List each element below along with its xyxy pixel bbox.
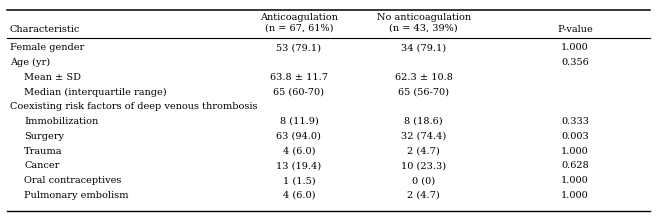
Text: 1.000: 1.000: [561, 146, 589, 156]
Text: 8 (11.9): 8 (11.9): [280, 117, 318, 126]
Text: 62.3 ± 10.8: 62.3 ± 10.8: [395, 73, 453, 82]
Text: 10 (23.3): 10 (23.3): [401, 161, 446, 170]
Text: 0.333: 0.333: [561, 117, 589, 126]
Text: 8 (18.6): 8 (18.6): [405, 117, 443, 126]
Text: 0.356: 0.356: [561, 58, 589, 67]
Text: (n = 67, 61%): (n = 67, 61%): [265, 24, 333, 33]
Text: 4 (6.0): 4 (6.0): [283, 146, 315, 156]
Text: 1.000: 1.000: [561, 191, 589, 200]
Text: 63 (94.0): 63 (94.0): [277, 132, 321, 141]
Text: Surgery: Surgery: [24, 132, 64, 141]
Text: 34 (79.1): 34 (79.1): [401, 43, 446, 52]
Text: Female gender: Female gender: [10, 43, 84, 52]
Text: 1.000: 1.000: [561, 176, 589, 185]
Text: Mean ± SD: Mean ± SD: [24, 73, 81, 82]
Text: Coexisting risk factors of deep venous thrombosis: Coexisting risk factors of deep venous t…: [10, 102, 258, 111]
Text: 0.003: 0.003: [561, 132, 589, 141]
Text: Anticoagulation: Anticoagulation: [260, 13, 338, 22]
Text: 1.000: 1.000: [561, 43, 589, 52]
Text: 63.8 ± 11.7: 63.8 ± 11.7: [270, 73, 328, 82]
Text: 65 (56-70): 65 (56-70): [398, 87, 449, 97]
Text: Oral contraceptives: Oral contraceptives: [24, 176, 122, 185]
Text: 2 (4.7): 2 (4.7): [407, 191, 440, 200]
Text: Cancer: Cancer: [24, 161, 60, 170]
Text: No anticoagulation: No anticoagulation: [376, 13, 471, 22]
Text: 65 (60-70): 65 (60-70): [273, 87, 325, 97]
Text: 0.628: 0.628: [561, 161, 589, 170]
Text: Age (yr): Age (yr): [10, 58, 50, 67]
Text: Immobilization: Immobilization: [24, 117, 99, 126]
Text: Trauma: Trauma: [24, 146, 63, 156]
Text: 0 (0): 0 (0): [412, 176, 436, 185]
Text: P-value: P-value: [557, 25, 593, 34]
Text: 13 (19.4): 13 (19.4): [277, 161, 321, 170]
Text: (n = 43, 39%): (n = 43, 39%): [390, 24, 458, 33]
Text: Pulmonary embolism: Pulmonary embolism: [24, 191, 129, 200]
Text: 32 (74.4): 32 (74.4): [401, 132, 446, 141]
Text: 1 (1.5): 1 (1.5): [283, 176, 315, 185]
Text: Median (interquartile range): Median (interquartile range): [24, 87, 167, 97]
Text: Characteristic: Characteristic: [10, 25, 80, 34]
Text: 2 (4.7): 2 (4.7): [407, 146, 440, 156]
Text: 4 (6.0): 4 (6.0): [283, 191, 315, 200]
Text: 53 (79.1): 53 (79.1): [277, 43, 321, 52]
